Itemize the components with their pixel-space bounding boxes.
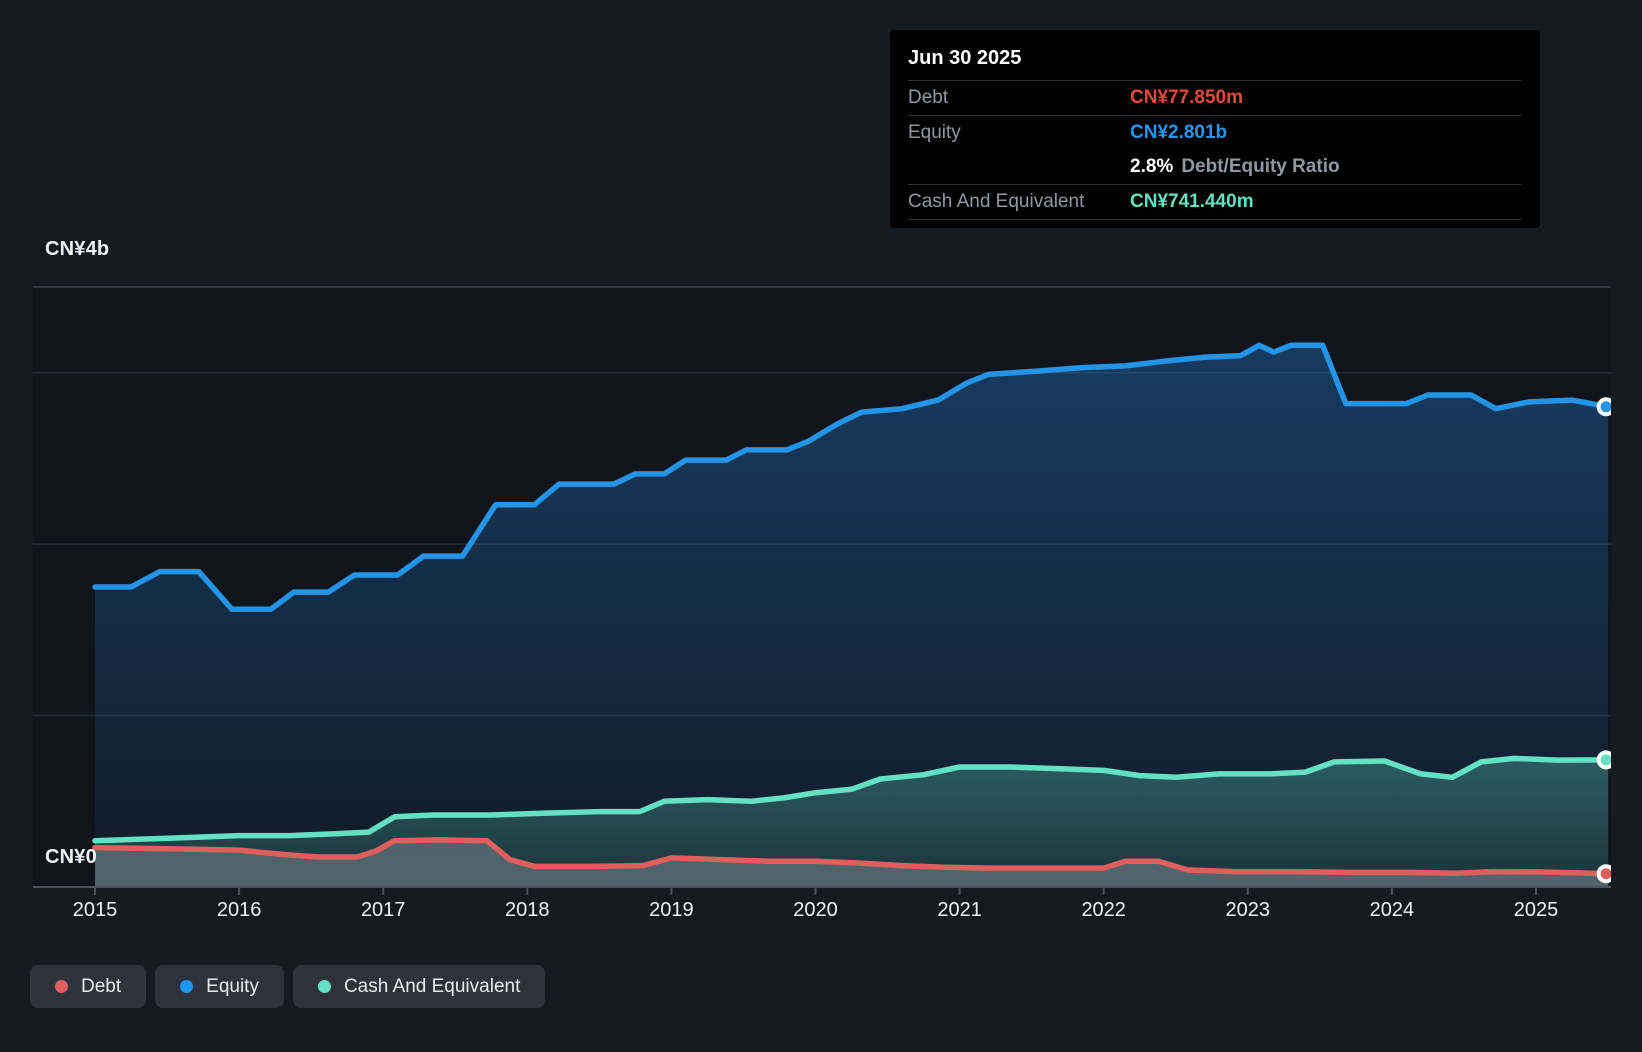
legend-item-label: Debt <box>81 975 122 997</box>
cash-series-dot-icon <box>317 980 331 993</box>
tooltip-equity-label: Equity <box>908 122 961 143</box>
y-axis-zero-label: CN¥0 <box>45 846 97 868</box>
cash-and-equivalent-line <box>92 755 1611 844</box>
legend-item-label: Equity <box>206 975 259 997</box>
tooltip-row-ratio: 2.8% Debt/Equity Ratio <box>908 150 1522 185</box>
y-axis-max-label: CN¥4b <box>45 238 110 260</box>
equity-series-dot-icon <box>180 980 194 993</box>
chart-tooltip: Jun 30 2025 Debt CN¥77.850m Equity CN¥2.… <box>890 30 1540 228</box>
tooltip-row-equity: Equity CN¥2.801b <box>908 116 1522 150</box>
series-group <box>92 342 1611 887</box>
legend-item-cash[interactable]: Cash And Equivalent <box>292 965 546 1008</box>
debt-line <box>92 837 1611 877</box>
debt-series-dot-icon <box>55 980 68 993</box>
tooltip-cash-value: CN¥741.440m <box>1130 191 1254 212</box>
equity-area <box>95 345 1609 887</box>
tooltip-row-debt: Debt CN¥77.850m <box>908 81 1522 116</box>
debt-end-marker <box>1596 864 1611 884</box>
tooltip-debt-value: CN¥77.850m <box>1130 87 1244 108</box>
equity-end-marker <box>1596 397 1611 417</box>
chart-legend: Debt Equity Cash And Equivalent <box>30 965 546 1008</box>
tooltip-equity-value: CN¥2.801b <box>1130 122 1228 143</box>
tooltip-row-cash: Cash And Equivalent CN¥741.440m <box>908 185 1522 220</box>
cash-and-equivalent-end-marker <box>1596 750 1611 770</box>
tooltip-ratio-value: 2.8% <box>1130 156 1174 177</box>
legend-item-equity[interactable]: Equity <box>155 965 284 1008</box>
tooltip-ratio-label: Debt/Equity Ratio <box>1181 156 1340 177</box>
legend-item-label: Cash And Equivalent <box>343 975 521 997</box>
legend-item-debt[interactable]: Debt <box>30 965 147 1008</box>
equity-line <box>92 342 1611 613</box>
tooltip-debt-label: Debt <box>908 87 949 108</box>
tooltip-date: Jun 30 2025 <box>908 43 1522 81</box>
tooltip-cash-label: Cash And Equivalent <box>908 191 1085 212</box>
